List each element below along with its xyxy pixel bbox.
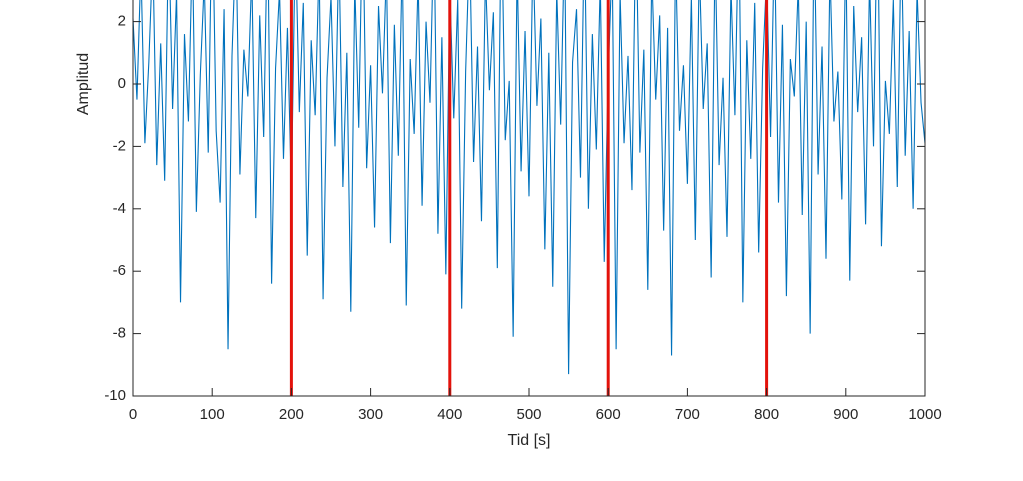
y-tick-label: -2 [113,137,126,154]
x-tick-label: 900 [833,406,858,423]
y-tick-label: 2 [118,13,126,30]
y-tick-label: -10 [104,387,126,404]
y-tick-label: -6 [113,262,126,279]
x-tick-label: 200 [279,406,304,423]
y-axis-label: Amplitud [75,53,92,115]
data-line [132,0,926,375]
x-tick-label: 700 [675,406,700,423]
x-tick-label: 100 [200,406,225,423]
x-tick-label: 400 [437,406,462,423]
x-axis-label: Tid [s] [508,432,551,449]
y-tick-label: -4 [113,200,126,217]
x-tick-label: 500 [516,406,541,423]
x-tick-label: 800 [754,406,779,423]
x-tick-label: 0 [129,406,137,423]
x-tick-label: 300 [358,406,383,423]
x-tick-label: 1000 [908,406,941,423]
y-tick-label: 0 [118,75,126,92]
x-tick-label: 600 [596,406,621,423]
y-tick-label: -8 [113,325,126,342]
